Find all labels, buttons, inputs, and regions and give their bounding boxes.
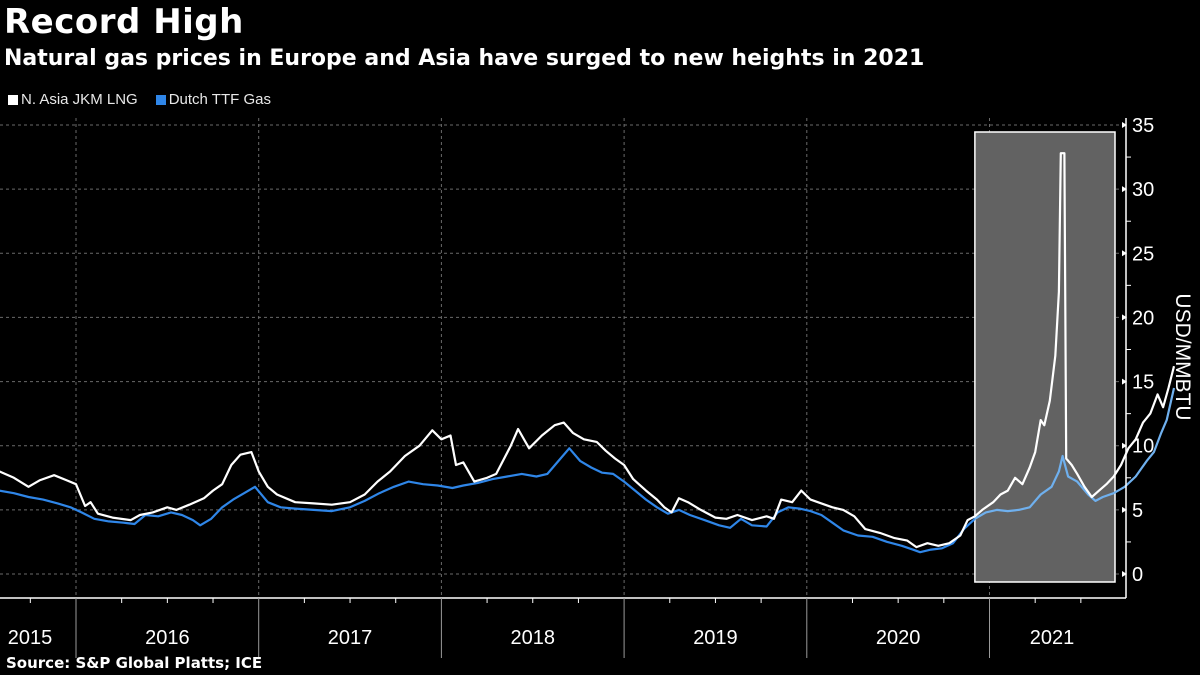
y-tick-label: 5	[1132, 500, 1143, 522]
series-line-ttf	[0, 447, 975, 554]
x-tick-label: 2019	[693, 627, 738, 649]
y-tick-marker	[1122, 378, 1127, 385]
x-tick-label: 2020	[876, 627, 921, 649]
x-tick-label: 2018	[511, 627, 556, 649]
legend-label-jkm: N. Asia JKM LNG	[21, 91, 138, 108]
legend-swatch-ttf	[155, 94, 166, 105]
y-tick-label: 0	[1132, 564, 1143, 586]
x-tick-label: 2016	[145, 627, 190, 649]
y-tick-label: 10	[1132, 436, 1154, 458]
legend: N. Asia JKM LNG Dutch TTF Gas	[8, 91, 271, 108]
legend-swatch-jkm	[8, 94, 18, 105]
y-tick-marker	[1122, 186, 1127, 193]
chart-title: Record High	[4, 2, 244, 42]
x-tick-label: 2017	[328, 627, 373, 649]
source-note: Source: S&P Global Platts; ICE	[6, 654, 263, 672]
series-layer	[0, 152, 1176, 554]
x-tick-label: 2021	[1030, 627, 1075, 649]
legend-label-ttf: Dutch TTF Gas	[168, 91, 271, 108]
highlight-region	[974, 131, 1116, 583]
axes: 0 5 10 15 20 25 30 35 2015 2016 2017 2018 2019 2020 20…	[0, 115, 1154, 658]
y-tick-label: 35	[1132, 115, 1154, 137]
chart-subtitle: Natural gas prices in Europe and Asia ha…	[4, 46, 925, 71]
y-tick-marker	[1122, 314, 1127, 321]
y-tick-marker	[1122, 122, 1127, 128]
y-tick-marker	[1122, 506, 1127, 513]
legend-item-jkm: N. Asia JKM LNG	[8, 91, 138, 108]
y-tick-marker	[1122, 442, 1127, 449]
y-tick-label: 15	[1132, 372, 1154, 394]
y-tick-label: 25	[1132, 243, 1154, 265]
y-tick-marker	[1122, 571, 1127, 577]
series-line-ttf-highlighted	[974, 387, 1176, 521]
series-line-jkm	[0, 152, 1176, 549]
legend-item-ttf: Dutch TTF Gas	[155, 91, 271, 108]
y-tick-marker	[1122, 250, 1127, 257]
y-tick-label: 20	[1132, 307, 1154, 329]
x-tick-label: 2015	[8, 627, 53, 649]
grid	[0, 118, 1126, 598]
y-tick-label: 30	[1132, 179, 1154, 201]
y-axis-label: USD/MMBTU	[1171, 293, 1194, 420]
